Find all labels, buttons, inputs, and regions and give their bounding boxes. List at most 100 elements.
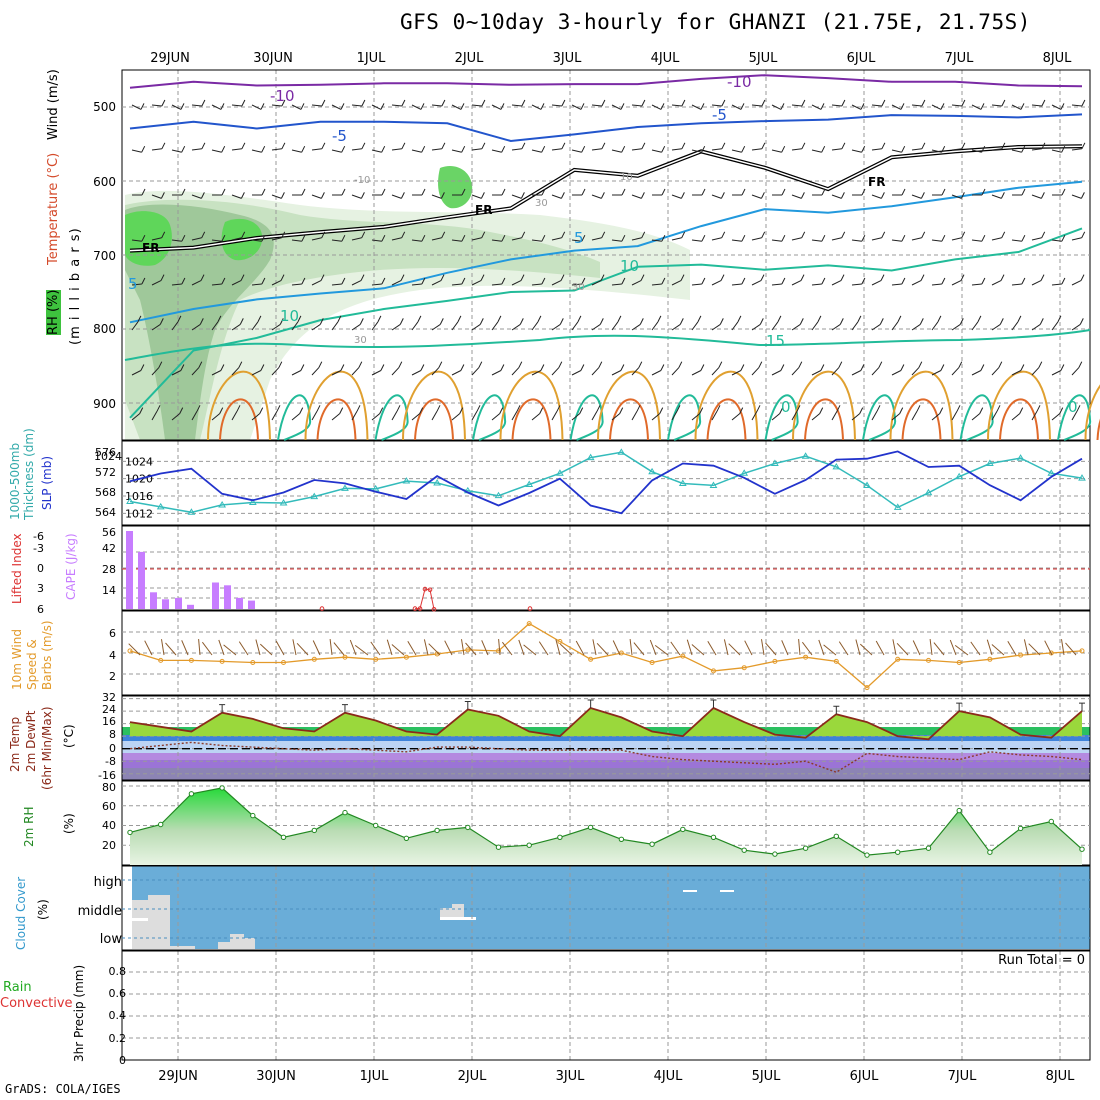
wind-barb-flag: [601, 231, 606, 239]
wind-barb: [391, 194, 402, 199]
wind-barb-flag: [919, 318, 924, 325]
wind-barb-flag: [381, 145, 386, 153]
wind-barb: [471, 148, 482, 151]
wind-barb-flag: [221, 277, 226, 285]
wind-barb-flag: [900, 364, 905, 371]
rh-point: [802, 845, 809, 851]
wind-barb-flag: [319, 318, 324, 325]
teal-contour: [1057, 394, 1092, 441]
wind-barb-flag: [876, 405, 881, 412]
wind-barb: [211, 239, 222, 242]
ylabel-cape: CAPE (J/kg): [64, 533, 78, 600]
wind-barb: [891, 413, 901, 421]
wind-barb: [851, 370, 862, 376]
wind-barb-flag: [140, 364, 145, 371]
temp-max-marker: [1079, 702, 1085, 712]
wind-barb-flag: [141, 234, 146, 242]
wind-barb-flag: [1021, 277, 1026, 285]
wind-barb: [611, 321, 619, 331]
wind-barb-flag: [760, 274, 765, 281]
wind-barb: [331, 413, 341, 421]
wind-barb-flag: [819, 407, 824, 414]
wind-barb-flag: [300, 103, 305, 110]
wind-barb-flag: [221, 188, 226, 196]
wind10m-barb: [1007, 641, 1017, 656]
wind-barb: [291, 104, 302, 110]
cape-bar: [162, 599, 169, 610]
wind-barb-flag: [377, 315, 382, 323]
tick-t-n8: -8: [105, 755, 116, 768]
wind-barb-flag: [501, 277, 506, 285]
wind10m-barb: [929, 639, 933, 656]
wind-barb: [631, 411, 638, 421]
bottom-date-label: 3JUL: [556, 1069, 586, 1084]
wind-barb: [471, 237, 482, 241]
top-date-label: 1JUL: [357, 51, 387, 66]
tick-p-0: 0: [119, 1054, 126, 1067]
wind-barb-flag: [381, 234, 386, 242]
rh-point: [311, 827, 317, 834]
tick-cape-42: 42: [102, 542, 116, 555]
wind-barb: [1051, 149, 1062, 153]
wind-barb: [631, 280, 642, 286]
wind-barb-flag: [501, 188, 506, 196]
wind-barb-flag: [561, 231, 566, 239]
tick-cloud-low: low: [100, 932, 123, 947]
wind-barb-flag: [680, 192, 685, 199]
wind-barb: [1071, 148, 1082, 151]
rh-point: [925, 845, 932, 851]
wind-barb-flag: [217, 315, 222, 323]
wind-barb: [551, 367, 560, 376]
wind-barb-flag: [741, 234, 746, 242]
wind-barb-flag: [901, 145, 906, 153]
wind-barb: [871, 237, 882, 241]
teal-contour: [667, 394, 702, 441]
thickness-point: [525, 480, 534, 487]
wind-barb-flag: [476, 405, 481, 412]
top-date-label: 5JUL: [749, 51, 779, 66]
wind-barb-flag: [881, 231, 886, 239]
cape-bar: [175, 597, 182, 609]
wind-barb-flag: [381, 277, 386, 285]
wind-barb: [191, 411, 198, 421]
tick-w-4: 4: [109, 649, 116, 662]
wind-barb-flag: [720, 274, 725, 281]
wind-barb-flag: [260, 103, 265, 110]
lifted-point: [319, 606, 325, 611]
wind-barb-flag: [341, 277, 346, 285]
wind-barb-flag: [601, 142, 606, 150]
tick-li-3: 3: [37, 582, 44, 595]
tick-cape-28: 28: [102, 563, 116, 576]
wind-barb: [731, 239, 742, 242]
dewpoint-line: [129, 741, 1083, 773]
wind-barb-flag: [779, 407, 784, 414]
wind-barb: [711, 367, 720, 376]
contour-label: -5: [332, 127, 347, 145]
wind-barb-flag: [480, 192, 485, 199]
wind-barb-flag: [801, 99, 806, 107]
wind-barb: [811, 239, 822, 242]
thickness-point: [218, 500, 227, 508]
contour-label: FR: [142, 241, 159, 255]
wind-barb-flag: [259, 407, 264, 414]
wind-barb: [871, 411, 878, 421]
wind-barb: [851, 413, 861, 421]
wind-barb-flag: [180, 103, 185, 110]
wind-barb: [711, 194, 722, 199]
wind-barb: [871, 367, 880, 376]
wind-barb: [811, 370, 822, 376]
wind10m-barb: [518, 639, 525, 656]
wind10m-barb: [144, 640, 153, 656]
rh-point: [1079, 846, 1085, 852]
ylabel-cloud: Cloud Cover: [14, 876, 28, 950]
wind-barb-flag: [1040, 274, 1045, 281]
wind-barb-flag: [441, 231, 446, 239]
wind-barb-flag: [156, 405, 161, 412]
tick-t-32: 32: [102, 691, 116, 704]
wind-barb: [991, 194, 1002, 199]
wind-barb: [1051, 104, 1062, 110]
ylabel-wind10m: 10m Wind Speed & Barbs (m/s): [10, 620, 54, 690]
wind-barb-flag: [701, 234, 706, 242]
panel-frame: [121, 950, 1091, 1061]
wind-barb: [491, 104, 502, 110]
